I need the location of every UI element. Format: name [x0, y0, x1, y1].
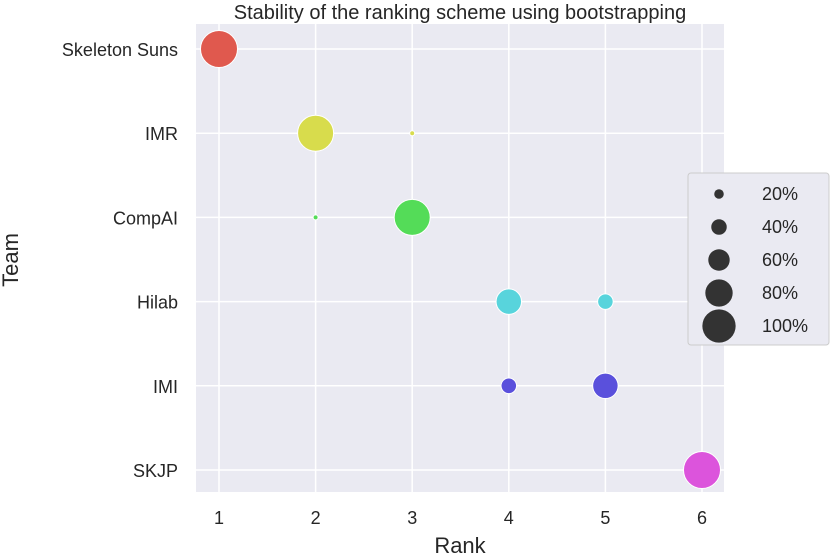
data-point — [592, 372, 619, 400]
x-tick-label: 6 — [697, 508, 707, 528]
y-tick-label: IMI — [153, 377, 178, 397]
legend-label: 20% — [762, 184, 798, 204]
x-tick-label: 5 — [600, 508, 610, 528]
x-axis-ticks: 1 2 3 4 5 6 — [214, 508, 707, 528]
x-tick-label: 1 — [214, 508, 224, 528]
x-tick-label: 4 — [504, 508, 514, 528]
legend-marker — [711, 219, 727, 235]
y-tick-label: SKJP — [133, 461, 178, 481]
data-point — [409, 130, 416, 137]
data-points — [200, 30, 721, 489]
data-point — [500, 377, 518, 395]
plot-area — [196, 24, 724, 492]
legend-label: 60% — [762, 250, 798, 270]
legend-label: 40% — [762, 217, 798, 237]
y-tick-label: Skeleton Suns — [62, 40, 178, 60]
y-axis-label: Team — [0, 233, 23, 287]
data-point — [597, 293, 614, 310]
x-axis-label: Rank — [434, 533, 486, 558]
y-tick-label: CompAI — [113, 208, 178, 228]
data-point — [683, 451, 721, 489]
size-legend: 20% 40% 60% 80% 100% — [687, 172, 830, 346]
data-point — [393, 198, 431, 236]
data-point — [200, 30, 238, 68]
y-axis-ticks: Skeleton Suns IMR CompAI Hilab IMI SKJP — [62, 40, 178, 481]
legend-marker — [705, 279, 733, 307]
legend-label: 100% — [762, 316, 808, 336]
x-tick-label: 3 — [407, 508, 417, 528]
y-tick-label: Hilab — [137, 293, 178, 313]
x-tick-label: 2 — [311, 508, 321, 528]
chart-title: Stability of the ranking scheme using bo… — [234, 2, 687, 24]
legend-marker — [702, 309, 736, 343]
data-point — [495, 288, 523, 315]
data-point — [312, 214, 319, 221]
legend-label: 80% — [762, 283, 798, 303]
y-tick-label: IMR — [145, 124, 178, 144]
data-point — [297, 114, 335, 152]
legend-marker — [708, 249, 730, 271]
legend-marker — [714, 189, 724, 199]
